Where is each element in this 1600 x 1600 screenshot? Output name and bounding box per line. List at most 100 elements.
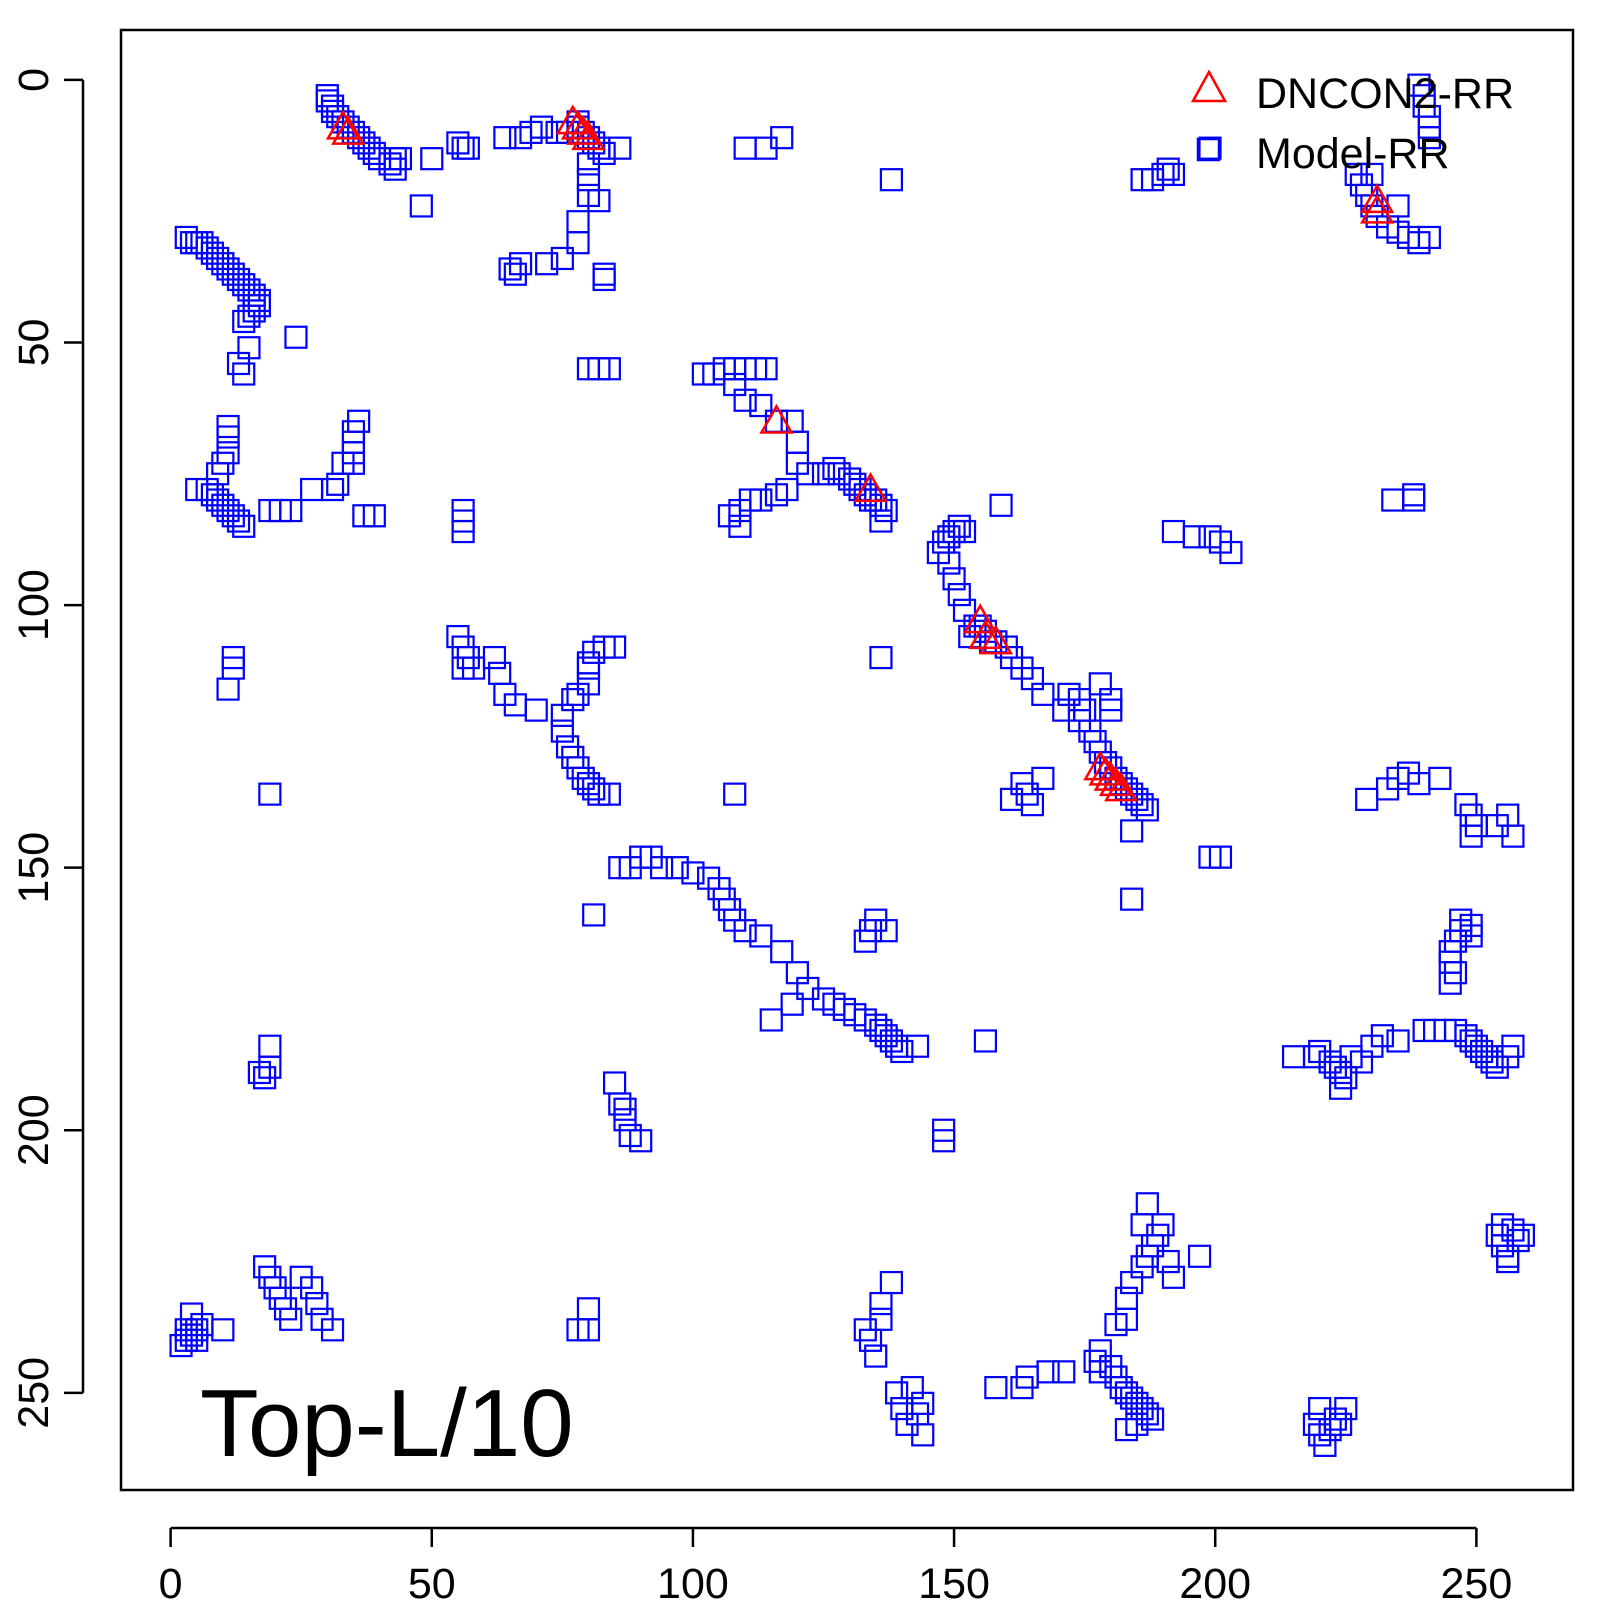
dncon2-rr-point — [325, 109, 361, 140]
model-rr-point — [1501, 1034, 1525, 1058]
model-rr-point — [597, 357, 621, 381]
x-tick-label: 250 — [1440, 1560, 1512, 1600]
model-rr-point — [1480, 1050, 1504, 1074]
model-rr-point — [305, 1291, 329, 1316]
model-rr-point — [498, 257, 522, 281]
model-rr-point — [1443, 961, 1468, 985]
model-rr-point — [1130, 793, 1154, 817]
legend: DNCON2-RR Model-RR — [1190, 69, 1514, 178]
model-rr-point — [754, 357, 778, 381]
model-rr-point — [216, 425, 240, 449]
model-rr-point — [869, 509, 893, 533]
model-rr-point — [1156, 1249, 1180, 1274]
model-rr-point — [885, 1381, 909, 1405]
model-rr-point — [1208, 845, 1233, 869]
x-tick-label: 0 — [159, 1560, 183, 1600]
model-rr-point — [613, 1097, 637, 1121]
legend-square-marker — [1196, 137, 1221, 162]
model-rr-point — [905, 1034, 930, 1058]
model-rr-point — [1501, 824, 1525, 848]
model-rr-point — [1417, 126, 1441, 150]
dncon2-rr-point — [560, 109, 596, 140]
x-tick-label: 150 — [918, 1560, 990, 1600]
model-rr-point — [1135, 798, 1159, 822]
model-rr-point — [869, 645, 893, 670]
model-rr-point — [629, 1129, 653, 1153]
model-rr-point — [1313, 1433, 1337, 1457]
model-rr-point — [1052, 1360, 1076, 1384]
dncon2-rr-point — [1359, 193, 1395, 224]
x-axis: 0 50 100 150 200 250 — [159, 1526, 1512, 1600]
model-rr-point — [911, 1423, 935, 1447]
dncon2-rr-point — [978, 624, 1014, 655]
model-rr-point — [587, 189, 611, 213]
model-rr-point — [420, 147, 444, 171]
x-tick-label: 50 — [408, 1560, 456, 1600]
model-rr-point — [665, 856, 689, 880]
model-rr-point — [185, 1328, 209, 1352]
model-rr-point — [388, 147, 413, 171]
model-rr-point — [770, 126, 794, 150]
model-rr-point — [952, 519, 977, 544]
model-rr-point — [1323, 1407, 1347, 1431]
model-rr-point — [973, 1029, 998, 1053]
model-rr-point — [1088, 672, 1112, 696]
dncon2-rr-point — [853, 472, 888, 503]
dncon2-rr-point — [1093, 760, 1128, 791]
model-rr-point — [1125, 1412, 1149, 1436]
model-rr-point — [1459, 824, 1483, 848]
model-rr-point — [226, 509, 251, 533]
model-rr-point — [179, 1302, 204, 1326]
model-rr-point — [900, 1375, 924, 1400]
model-rr-point — [550, 246, 574, 271]
model-rr-point — [1402, 488, 1426, 512]
model-rr-point — [608, 1092, 632, 1116]
model-rr-point — [984, 1375, 1008, 1400]
dncon2-rr-point — [555, 104, 590, 135]
model-rr-point — [608, 136, 632, 160]
x-tick-label: 100 — [657, 1560, 729, 1600]
model-rr-point — [320, 1318, 345, 1342]
model-rr-point — [879, 1270, 903, 1295]
model-rr-point — [764, 483, 789, 507]
model-rr-point — [320, 477, 345, 502]
model-rr-point — [1161, 162, 1186, 187]
model-rr-point — [947, 582, 971, 607]
model-rr-point — [561, 688, 585, 712]
model-rr-point — [362, 504, 386, 528]
y-tick-label: 250 — [10, 1357, 58, 1429]
model-rr-point — [284, 325, 308, 349]
model-rr-point — [879, 168, 903, 192]
dncon2-rr-point — [968, 619, 1003, 650]
model-rr-point — [216, 677, 240, 701]
model-rr-point — [1135, 1192, 1159, 1216]
model-rr-point — [1120, 887, 1144, 911]
model-rr-point — [947, 514, 971, 538]
model-rr-point — [535, 252, 559, 276]
y-axis: 0 50 100 150 200 250 — [10, 68, 85, 1429]
model-rr-point — [1360, 162, 1384, 187]
model-rr-point — [582, 777, 606, 801]
model-rr-point — [232, 362, 256, 386]
model-rr-point — [1428, 766, 1452, 790]
y-tick-label: 200 — [10, 1094, 58, 1166]
dncon2-rr-point — [1083, 750, 1118, 781]
panel-label: Top-L/10 — [200, 1370, 574, 1477]
model-rr-point — [1386, 1029, 1410, 1053]
model-rr-point — [582, 903, 606, 927]
model-rr-point — [989, 493, 1013, 517]
model-rr-point — [1219, 540, 1243, 565]
model-rr-point — [597, 782, 621, 806]
model-rr-point — [932, 1129, 956, 1153]
model-rr-point — [1417, 225, 1441, 250]
model-rr-point — [864, 1344, 888, 1368]
model-rr-point — [451, 519, 475, 544]
model-rr-point — [524, 698, 548, 722]
model-rr-point — [1057, 682, 1081, 706]
dncon2-rr-point — [1098, 766, 1134, 797]
model-rr-point — [649, 856, 674, 880]
model-rr-point — [503, 262, 527, 286]
model-rr-point — [1120, 819, 1144, 843]
model-rr-point — [749, 393, 773, 418]
